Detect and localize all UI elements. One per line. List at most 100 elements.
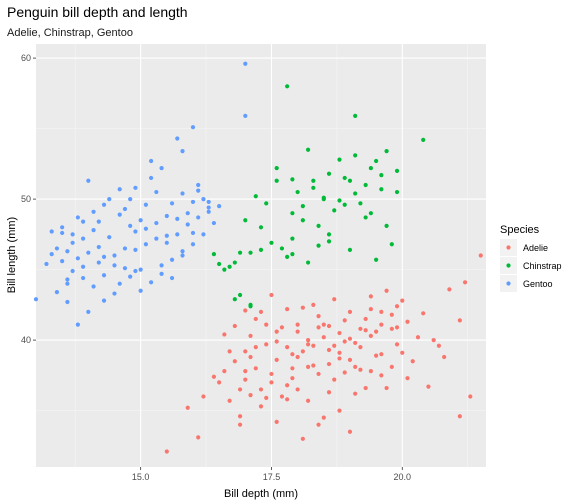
data-point-adelie xyxy=(274,419,279,424)
data-point-gentoo xyxy=(117,212,122,217)
chart-title: Penguin bill depth and length xyxy=(7,4,188,20)
data-point-adelie xyxy=(264,395,269,401)
data-point-adelie xyxy=(248,354,253,360)
data-point-gentoo xyxy=(175,136,180,141)
data-point-adelie xyxy=(379,322,384,327)
data-point-gentoo xyxy=(138,267,143,272)
data-point-adelie xyxy=(342,370,347,375)
data-point-chinstrap xyxy=(305,147,311,152)
data-point-adelie xyxy=(253,345,258,350)
x-tick-label: 15.0 xyxy=(132,472,150,482)
data-point-adelie xyxy=(321,335,326,340)
data-point-gentoo xyxy=(185,211,190,216)
data-point-chinstrap xyxy=(290,211,295,216)
data-point-chinstrap xyxy=(379,187,384,192)
data-point-chinstrap xyxy=(311,185,316,190)
data-point-adelie xyxy=(285,397,290,402)
data-point-chinstrap xyxy=(384,149,389,154)
data-point-adelie xyxy=(185,405,190,410)
data-point-gentoo xyxy=(80,219,86,224)
data-point-gentoo xyxy=(180,249,185,254)
data-point-gentoo xyxy=(159,165,164,171)
data-point-gentoo xyxy=(54,290,60,295)
data-point-adelie xyxy=(358,326,363,331)
data-point-gentoo xyxy=(180,149,185,154)
data-point-adelie xyxy=(321,415,326,420)
data-point-gentoo xyxy=(96,219,101,224)
data-point-chinstrap xyxy=(269,240,274,245)
data-point-chinstrap xyxy=(258,225,264,230)
data-point-adelie xyxy=(237,387,243,392)
data-point-adelie xyxy=(436,343,442,348)
data-point-gentoo xyxy=(243,61,248,66)
data-point-adelie xyxy=(379,352,384,357)
data-point-adelie xyxy=(295,329,300,334)
data-point-adelie xyxy=(211,374,217,379)
data-point-gentoo xyxy=(86,178,91,183)
data-point-adelie xyxy=(279,325,285,330)
data-point-gentoo xyxy=(96,260,101,265)
legend-marker-gentoo xyxy=(506,281,511,286)
data-point-adelie xyxy=(258,309,264,314)
data-point-adelie xyxy=(389,312,394,317)
data-point-gentoo xyxy=(65,299,70,305)
data-point-chinstrap xyxy=(353,113,358,119)
data-point-chinstrap xyxy=(300,204,305,209)
data-point-chinstrap xyxy=(237,250,243,255)
data-point-adelie xyxy=(462,280,468,285)
data-point-chinstrap xyxy=(342,202,347,207)
data-point-chinstrap xyxy=(379,173,384,178)
data-point-adelie xyxy=(243,369,248,374)
data-point-gentoo xyxy=(133,229,138,234)
data-point-chinstrap xyxy=(227,264,232,269)
data-point-gentoo xyxy=(80,236,86,241)
minor-gridlines xyxy=(36,44,486,467)
data-point-chinstrap xyxy=(264,201,269,206)
data-point-adelie xyxy=(358,345,363,350)
data-point-chinstrap xyxy=(222,267,227,272)
data-point-chinstrap xyxy=(248,302,253,307)
data-point-gentoo xyxy=(190,242,196,247)
data-point-gentoo xyxy=(133,268,138,274)
data-point-gentoo xyxy=(128,223,133,228)
data-point-adelie xyxy=(332,343,337,348)
data-point-adelie xyxy=(222,332,227,337)
data-point-adelie xyxy=(285,345,290,350)
data-point-gentoo xyxy=(190,199,196,205)
data-point-adelie xyxy=(227,398,232,403)
data-point-gentoo xyxy=(75,256,80,261)
data-point-adelie xyxy=(237,414,243,419)
data-point-adelie xyxy=(264,342,269,347)
data-point-adelie xyxy=(222,369,227,374)
data-point-adelie xyxy=(342,318,347,323)
data-point-gentoo xyxy=(159,263,164,268)
data-point-adelie xyxy=(426,384,431,389)
data-point-chinstrap xyxy=(358,201,363,206)
legend-label-adelie: Adelie xyxy=(523,243,548,253)
data-point-chinstrap xyxy=(374,257,379,262)
data-point-chinstrap xyxy=(316,243,321,248)
data-point-chinstrap xyxy=(374,158,379,164)
major-gridlines xyxy=(36,44,486,467)
data-point-adelie xyxy=(374,329,379,334)
data-point-gentoo xyxy=(96,244,101,250)
data-point-gentoo xyxy=(65,277,70,282)
data-point-chinstrap xyxy=(384,223,389,228)
data-point-adelie xyxy=(274,339,279,344)
data-point-adelie xyxy=(431,338,436,343)
data-point-gentoo xyxy=(54,246,60,251)
data-point-chinstrap xyxy=(363,182,368,188)
data-point-adelie xyxy=(332,297,337,302)
legend-title: Species xyxy=(500,224,540,236)
y-tick-label: 60 xyxy=(21,53,31,63)
data-point-chinstrap xyxy=(421,137,426,142)
data-point-chinstrap xyxy=(368,165,373,171)
data-point-gentoo xyxy=(149,175,154,181)
data-point-adelie xyxy=(347,336,353,341)
data-point-gentoo xyxy=(149,280,154,285)
chart-subtitle: Adelie, Chinstrap, Gentoo xyxy=(7,27,133,39)
x-tick-label: 17.5 xyxy=(263,472,281,482)
data-point-adelie xyxy=(326,347,332,353)
data-point-gentoo xyxy=(91,209,96,214)
data-point-adelie xyxy=(285,383,290,388)
